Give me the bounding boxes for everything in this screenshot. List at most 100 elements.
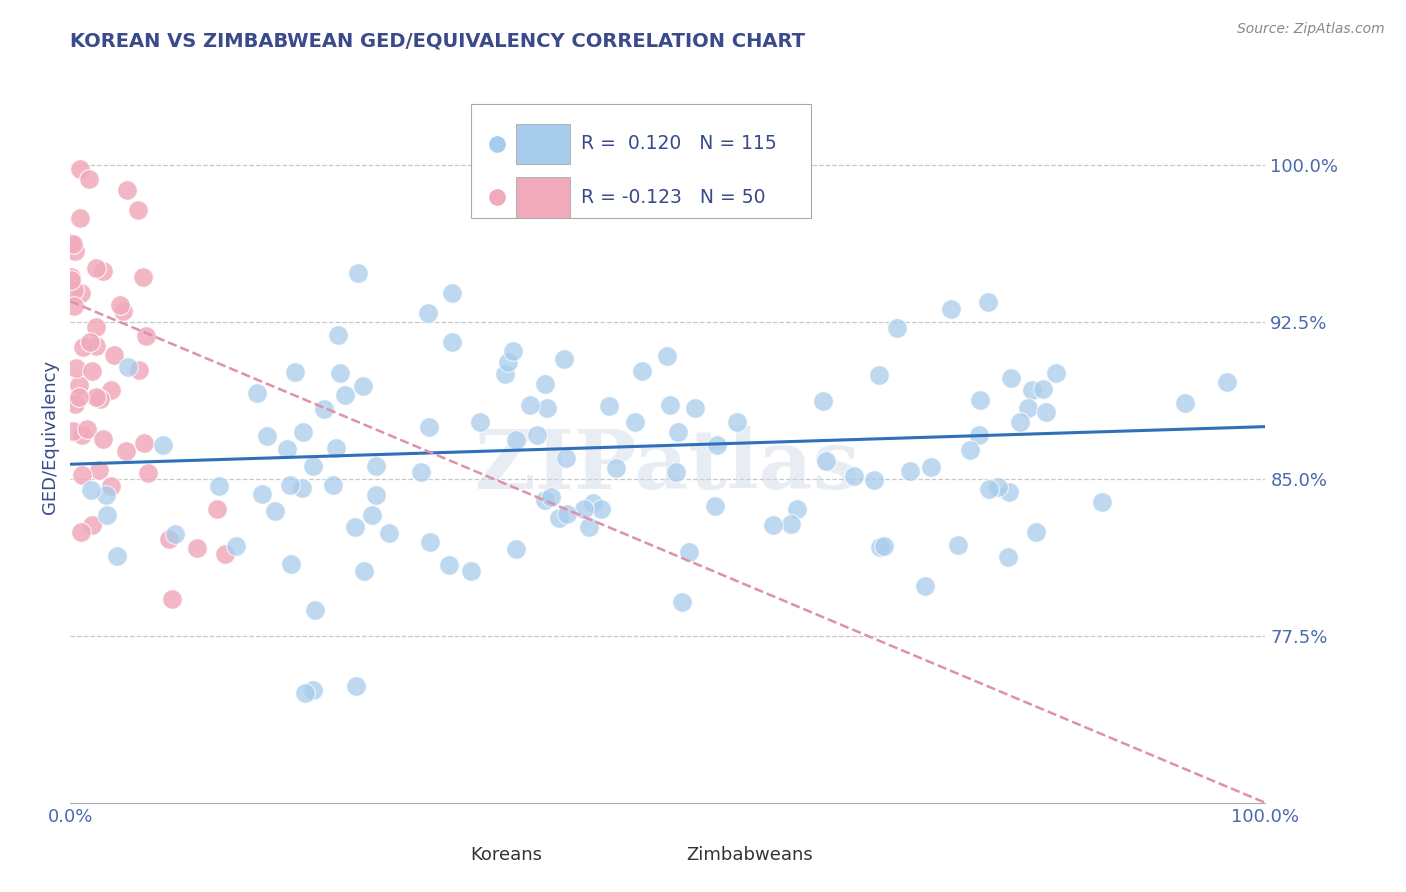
- Bar: [516, 124, 569, 164]
- Point: [998, 484, 1021, 499]
- Point: [920, 459, 942, 474]
- Point: [65, 361, 87, 376]
- Point: [659, 398, 682, 412]
- Point: [79, 335, 101, 350]
- Point: [813, 393, 835, 408]
- Point: [325, 441, 347, 455]
- Point: [63, 244, 86, 259]
- Point: [84, 320, 107, 334]
- Point: [418, 420, 440, 434]
- Point: [135, 328, 157, 343]
- Point: [103, 348, 125, 362]
- Point: [214, 547, 236, 561]
- Point: [346, 679, 368, 693]
- Point: [703, 500, 725, 514]
- Point: [304, 603, 326, 617]
- Point: [117, 360, 139, 375]
- Point: [80, 363, 103, 377]
- Point: [70, 286, 93, 301]
- Point: [969, 393, 991, 408]
- Point: [505, 434, 527, 448]
- Point: [67, 391, 90, 405]
- Text: Koreans: Koreans: [471, 846, 543, 863]
- Point: [863, 474, 886, 488]
- Point: [898, 464, 921, 478]
- Point: [869, 541, 891, 555]
- Point: [70, 428, 93, 442]
- Point: [160, 592, 183, 607]
- Y-axis label: GED/Equivalency: GED/Equivalency: [41, 360, 59, 514]
- Point: [353, 564, 375, 578]
- Point: [1032, 382, 1054, 396]
- Text: ZIPatlas: ZIPatlas: [475, 426, 860, 507]
- Point: [225, 540, 247, 554]
- Point: [343, 520, 366, 534]
- Bar: [418, 841, 463, 869]
- Point: [347, 266, 370, 280]
- Text: R =  0.120   N = 115: R = 0.120 N = 115: [581, 135, 776, 153]
- Point: [291, 481, 314, 495]
- Point: [264, 504, 287, 518]
- Point: [62, 237, 84, 252]
- Point: [89, 392, 111, 406]
- Point: [605, 461, 627, 475]
- Text: KOREAN VS ZIMBABWEAN GED/EQUIVALENCY CORRELATION CHART: KOREAN VS ZIMBABWEAN GED/EQUIVALENCY COR…: [70, 31, 806, 50]
- Point: [186, 541, 208, 555]
- Point: [844, 468, 866, 483]
- Point: [914, 579, 936, 593]
- Point: [333, 388, 356, 402]
- Point: [494, 368, 516, 382]
- Point: [959, 442, 981, 457]
- Point: [519, 399, 541, 413]
- Point: [631, 364, 654, 378]
- Point: [100, 384, 122, 398]
- Point: [276, 442, 298, 457]
- Point: [534, 376, 557, 391]
- Point: [969, 428, 991, 442]
- Point: [1174, 396, 1197, 410]
- Point: [360, 508, 382, 522]
- Point: [555, 507, 578, 521]
- Point: [314, 401, 336, 416]
- Text: Source: ZipAtlas.com: Source: ZipAtlas.com: [1237, 22, 1385, 37]
- Point: [136, 466, 159, 480]
- Bar: [633, 841, 678, 869]
- Point: [366, 488, 388, 502]
- Point: [87, 463, 110, 477]
- Point: [322, 478, 344, 492]
- Point: [284, 365, 307, 379]
- Point: [67, 378, 90, 392]
- Point: [547, 511, 569, 525]
- Point: [496, 355, 519, 369]
- Bar: [516, 178, 569, 218]
- Point: [540, 490, 562, 504]
- Point: [152, 438, 174, 452]
- Point: [96, 508, 118, 522]
- Point: [205, 502, 228, 516]
- Point: [536, 401, 558, 415]
- Point: [868, 368, 890, 382]
- Point: [76, 422, 98, 436]
- Point: [1008, 415, 1031, 429]
- Point: [127, 203, 149, 218]
- Point: [814, 453, 837, 467]
- Point: [132, 270, 155, 285]
- Point: [280, 558, 302, 572]
- Point: [69, 211, 91, 225]
- Text: R = -0.123   N = 50: R = -0.123 N = 50: [581, 187, 765, 207]
- Point: [1091, 494, 1114, 508]
- Point: [329, 366, 352, 380]
- Point: [440, 334, 463, 349]
- Point: [134, 436, 156, 450]
- Point: [378, 526, 401, 541]
- Point: [987, 480, 1010, 494]
- Point: [418, 306, 440, 320]
- Point: [100, 479, 122, 493]
- Point: [886, 321, 908, 335]
- Point: [671, 595, 693, 609]
- Point: [328, 327, 350, 342]
- Point: [976, 294, 998, 309]
- Point: [460, 564, 482, 578]
- Point: [96, 488, 118, 502]
- Point: [292, 425, 315, 440]
